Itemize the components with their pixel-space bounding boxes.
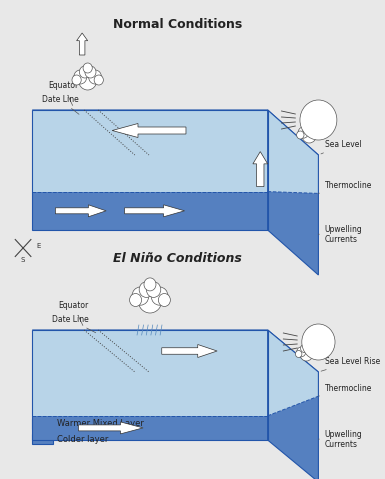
Circle shape bbox=[79, 66, 90, 78]
Polygon shape bbox=[112, 124, 186, 137]
Circle shape bbox=[297, 347, 306, 357]
Text: E: E bbox=[36, 243, 40, 249]
Circle shape bbox=[302, 127, 316, 143]
Polygon shape bbox=[253, 151, 268, 187]
Text: Normal Conditions: Normal Conditions bbox=[112, 18, 242, 31]
Circle shape bbox=[130, 294, 142, 307]
Polygon shape bbox=[32, 192, 268, 230]
Text: Sea Level Rise: Sea Level Rise bbox=[321, 357, 380, 371]
Polygon shape bbox=[32, 330, 318, 372]
Circle shape bbox=[79, 70, 97, 90]
Polygon shape bbox=[268, 110, 318, 194]
Text: Colder layer: Colder layer bbox=[57, 434, 109, 444]
Circle shape bbox=[314, 131, 322, 139]
Text: Date Line: Date Line bbox=[42, 95, 79, 114]
Circle shape bbox=[296, 131, 304, 139]
Text: Upwelling
Currents: Upwelling Currents bbox=[318, 225, 363, 244]
Circle shape bbox=[298, 127, 308, 138]
Circle shape bbox=[146, 282, 161, 297]
Text: Equator: Equator bbox=[58, 301, 89, 326]
Circle shape bbox=[151, 287, 168, 305]
Polygon shape bbox=[79, 422, 143, 434]
Circle shape bbox=[295, 351, 302, 357]
Circle shape bbox=[302, 324, 335, 360]
Circle shape bbox=[300, 100, 337, 140]
Circle shape bbox=[305, 121, 313, 129]
Polygon shape bbox=[55, 205, 106, 217]
Circle shape bbox=[74, 70, 87, 84]
Circle shape bbox=[158, 294, 171, 307]
Polygon shape bbox=[77, 33, 88, 55]
Circle shape bbox=[303, 342, 310, 349]
Circle shape bbox=[301, 344, 308, 353]
Polygon shape bbox=[162, 344, 217, 357]
Text: Equator: Equator bbox=[48, 81, 78, 105]
Text: Upwelling
Currents: Upwelling Currents bbox=[318, 430, 363, 449]
Polygon shape bbox=[268, 192, 318, 275]
Text: Warmer Mixed Layer: Warmer Mixed Layer bbox=[57, 420, 144, 429]
Circle shape bbox=[132, 287, 149, 305]
Circle shape bbox=[144, 278, 156, 291]
Bar bbox=[32, 419, 53, 429]
Text: S: S bbox=[21, 257, 25, 263]
Polygon shape bbox=[32, 416, 268, 440]
Circle shape bbox=[72, 75, 81, 85]
Circle shape bbox=[94, 75, 103, 85]
Circle shape bbox=[311, 351, 317, 357]
Text: Thermocline: Thermocline bbox=[318, 384, 372, 396]
Circle shape bbox=[89, 70, 102, 84]
Text: Sea Level: Sea Level bbox=[321, 140, 362, 154]
Text: Date Line: Date Line bbox=[52, 315, 96, 333]
Circle shape bbox=[300, 347, 313, 361]
Text: El Niño Conditions: El Niño Conditions bbox=[113, 252, 242, 265]
Circle shape bbox=[307, 347, 316, 357]
Polygon shape bbox=[268, 396, 318, 479]
Polygon shape bbox=[32, 330, 268, 416]
Text: Thermocline: Thermocline bbox=[318, 182, 372, 194]
Polygon shape bbox=[268, 330, 318, 416]
Circle shape bbox=[310, 127, 320, 138]
Circle shape bbox=[307, 124, 316, 133]
Circle shape bbox=[85, 66, 96, 78]
Bar bbox=[32, 434, 53, 444]
Circle shape bbox=[138, 287, 162, 313]
Polygon shape bbox=[32, 110, 268, 192]
Circle shape bbox=[303, 124, 311, 133]
Circle shape bbox=[305, 344, 312, 353]
Circle shape bbox=[139, 282, 154, 297]
Polygon shape bbox=[125, 205, 184, 217]
Circle shape bbox=[83, 63, 92, 73]
Polygon shape bbox=[32, 110, 318, 155]
